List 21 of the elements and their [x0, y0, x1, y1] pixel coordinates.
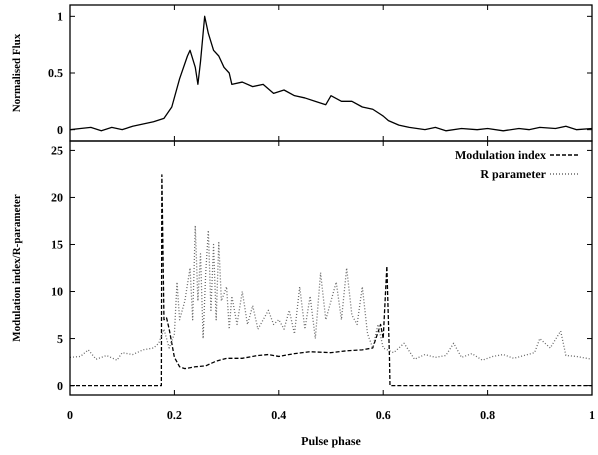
x-tick-label: 0.4: [271, 408, 286, 422]
y-tick-label: 25: [51, 144, 63, 158]
x-axis-title: Pulse phase: [301, 434, 362, 448]
x-tick-label: 0: [67, 408, 73, 422]
y-tick-label: 1: [57, 10, 63, 24]
x-tick-label: 0.6: [376, 408, 391, 422]
x-tick-label: 0.8: [480, 408, 496, 422]
y-tick-label: 10: [51, 284, 63, 299]
y-tick-label: 0: [57, 122, 63, 137]
y-tick-label: 0: [57, 378, 63, 393]
y-tick-label: 15: [51, 238, 63, 252]
y-axis-title: Modulation index/R-parameter: [11, 194, 23, 342]
y-tick-label: 0.5: [48, 66, 63, 80]
legend-label: Modulation index: [454, 148, 546, 162]
x-tick-label: 0.2: [166, 408, 182, 422]
y-tick-label: 5: [57, 332, 63, 346]
y-axis-title: Normalised Flux: [11, 33, 23, 112]
line-series: [69, 225, 593, 361]
legend-label: R parameter: [480, 167, 547, 182]
y-tick-label: 20: [51, 190, 63, 205]
x-tick-label: 1: [589, 408, 595, 422]
